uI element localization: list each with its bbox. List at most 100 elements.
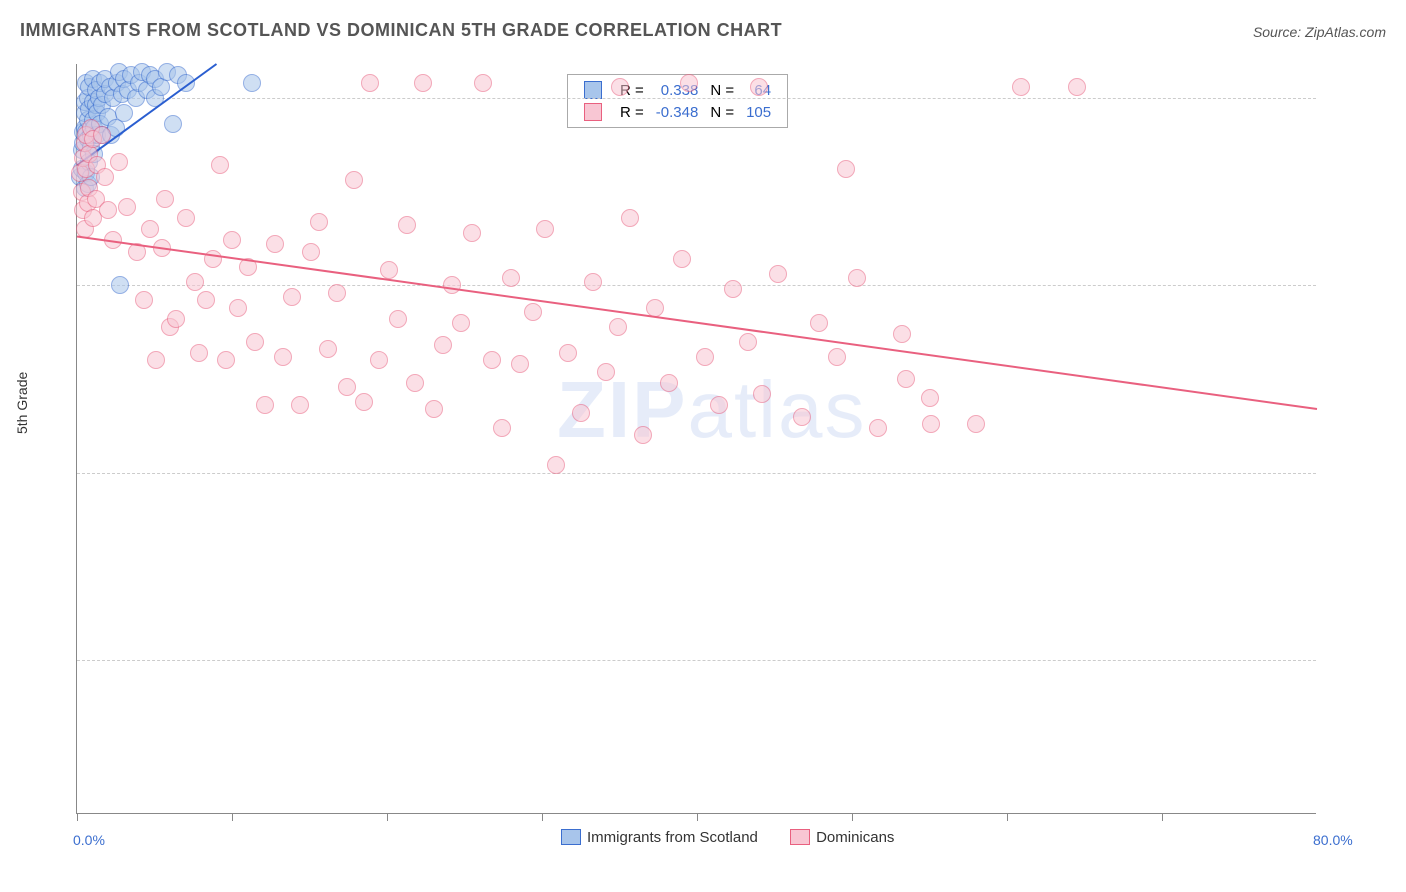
data-point-dominican bbox=[463, 224, 481, 242]
data-point-dominican bbox=[223, 231, 241, 249]
data-point-dominican bbox=[246, 333, 264, 351]
data-point-dominican bbox=[750, 78, 768, 96]
legend-swatch-dominican bbox=[790, 829, 810, 845]
data-point-dominican bbox=[869, 419, 887, 437]
x-tick bbox=[232, 813, 233, 821]
x-tick-label: 0.0% bbox=[73, 832, 105, 848]
data-point-dominican bbox=[406, 374, 424, 392]
n-label: N = bbox=[704, 101, 740, 123]
data-point-dominican bbox=[753, 385, 771, 403]
data-point-dominican bbox=[266, 235, 284, 253]
data-point-dominican bbox=[204, 250, 222, 268]
data-point-dominican bbox=[611, 78, 629, 96]
y-axis-label: 5th Grade bbox=[14, 372, 30, 434]
data-point-dominican bbox=[153, 239, 171, 257]
series-legend: Immigrants from Scotland Dominicans bbox=[547, 829, 908, 850]
x-tick-label: 80.0% bbox=[1313, 832, 1353, 848]
data-point-dominican bbox=[118, 198, 136, 216]
data-point-scotland bbox=[111, 276, 129, 294]
data-point-dominican bbox=[217, 351, 235, 369]
header: IMMIGRANTS FROM SCOTLAND VS DOMINICAN 5T… bbox=[20, 20, 1386, 52]
data-point-dominican bbox=[511, 355, 529, 373]
legend-label-scotland: Immigrants from Scotland bbox=[587, 829, 758, 846]
data-point-dominican bbox=[680, 74, 698, 92]
data-point-scotland bbox=[177, 74, 195, 92]
r-label: R = bbox=[614, 101, 650, 123]
data-point-dominican bbox=[967, 415, 985, 433]
x-tick bbox=[387, 813, 388, 821]
data-point-dominican bbox=[621, 209, 639, 227]
data-point-dominican bbox=[328, 284, 346, 302]
data-point-dominican bbox=[1012, 78, 1030, 96]
data-point-scotland bbox=[164, 115, 182, 133]
data-point-dominican bbox=[147, 351, 165, 369]
data-point-dominican bbox=[547, 456, 565, 474]
legend-label-dominican: Dominicans bbox=[816, 829, 894, 846]
data-point-dominican bbox=[128, 243, 146, 261]
legend-item-scotland: Immigrants from Scotland bbox=[561, 829, 758, 846]
data-point-dominican bbox=[572, 404, 590, 422]
x-tick bbox=[697, 813, 698, 821]
data-point-dominican bbox=[141, 220, 159, 238]
data-point-dominican bbox=[93, 126, 111, 144]
data-point-dominican bbox=[186, 273, 204, 291]
swatch-dominican bbox=[584, 103, 602, 121]
data-point-dominican bbox=[793, 408, 811, 426]
data-point-scotland bbox=[115, 104, 133, 122]
data-point-dominican bbox=[177, 209, 195, 227]
legend-swatch-scotland bbox=[561, 829, 581, 845]
data-point-dominican bbox=[414, 74, 432, 92]
data-point-dominican bbox=[559, 344, 577, 362]
data-point-dominican bbox=[696, 348, 714, 366]
data-point-dominican bbox=[483, 351, 501, 369]
data-point-dominican bbox=[310, 213, 328, 231]
data-point-dominican bbox=[609, 318, 627, 336]
data-point-dominican bbox=[274, 348, 292, 366]
data-point-dominican bbox=[239, 258, 257, 276]
gridline-y bbox=[77, 285, 1316, 286]
data-point-dominican bbox=[634, 426, 652, 444]
data-point-dominican bbox=[156, 190, 174, 208]
data-point-dominican bbox=[502, 269, 520, 287]
legend-item-dominican: Dominicans bbox=[790, 829, 894, 846]
data-point-dominican bbox=[452, 314, 470, 332]
data-point-dominican bbox=[104, 231, 122, 249]
n-value-dominican: 105 bbox=[740, 101, 777, 123]
data-point-dominican bbox=[380, 261, 398, 279]
data-point-dominican bbox=[646, 299, 664, 317]
data-point-dominican bbox=[660, 374, 678, 392]
gridline-y bbox=[77, 660, 1316, 661]
data-point-dominican bbox=[389, 310, 407, 328]
data-point-dominican bbox=[1068, 78, 1086, 96]
data-point-dominican bbox=[848, 269, 866, 287]
data-point-dominican bbox=[99, 201, 117, 219]
data-point-dominican bbox=[291, 396, 309, 414]
data-point-dominican bbox=[837, 160, 855, 178]
data-point-dominican bbox=[370, 351, 388, 369]
data-point-scotland bbox=[243, 74, 261, 92]
legend-row-dominican: R = -0.348 N = 105 bbox=[578, 101, 777, 123]
data-point-dominican bbox=[302, 243, 320, 261]
x-tick bbox=[77, 813, 78, 821]
chart-container: 5th Grade ZIPatlas R = 0.338 N = 64 R = … bbox=[20, 54, 1386, 874]
data-point-dominican bbox=[724, 280, 742, 298]
r-value-dominican: -0.348 bbox=[650, 101, 705, 123]
data-point-dominican bbox=[810, 314, 828, 332]
x-tick bbox=[1162, 813, 1163, 821]
x-tick bbox=[852, 813, 853, 821]
swatch-scotland bbox=[584, 81, 602, 99]
gridline-y bbox=[77, 98, 1316, 99]
data-point-dominican bbox=[110, 153, 128, 171]
trend-line-scotland bbox=[77, 64, 1317, 814]
data-point-dominican bbox=[96, 168, 114, 186]
data-point-dominican bbox=[135, 291, 153, 309]
x-tick bbox=[542, 813, 543, 821]
data-point-dominican bbox=[338, 378, 356, 396]
data-point-dominican bbox=[893, 325, 911, 343]
data-point-dominican bbox=[443, 276, 461, 294]
data-point-dominican bbox=[398, 216, 416, 234]
correlation-table: R = 0.338 N = 64 R = -0.348 N = 105 bbox=[578, 79, 777, 123]
data-point-dominican bbox=[361, 74, 379, 92]
data-point-dominican bbox=[190, 344, 208, 362]
data-point-dominican bbox=[319, 340, 337, 358]
